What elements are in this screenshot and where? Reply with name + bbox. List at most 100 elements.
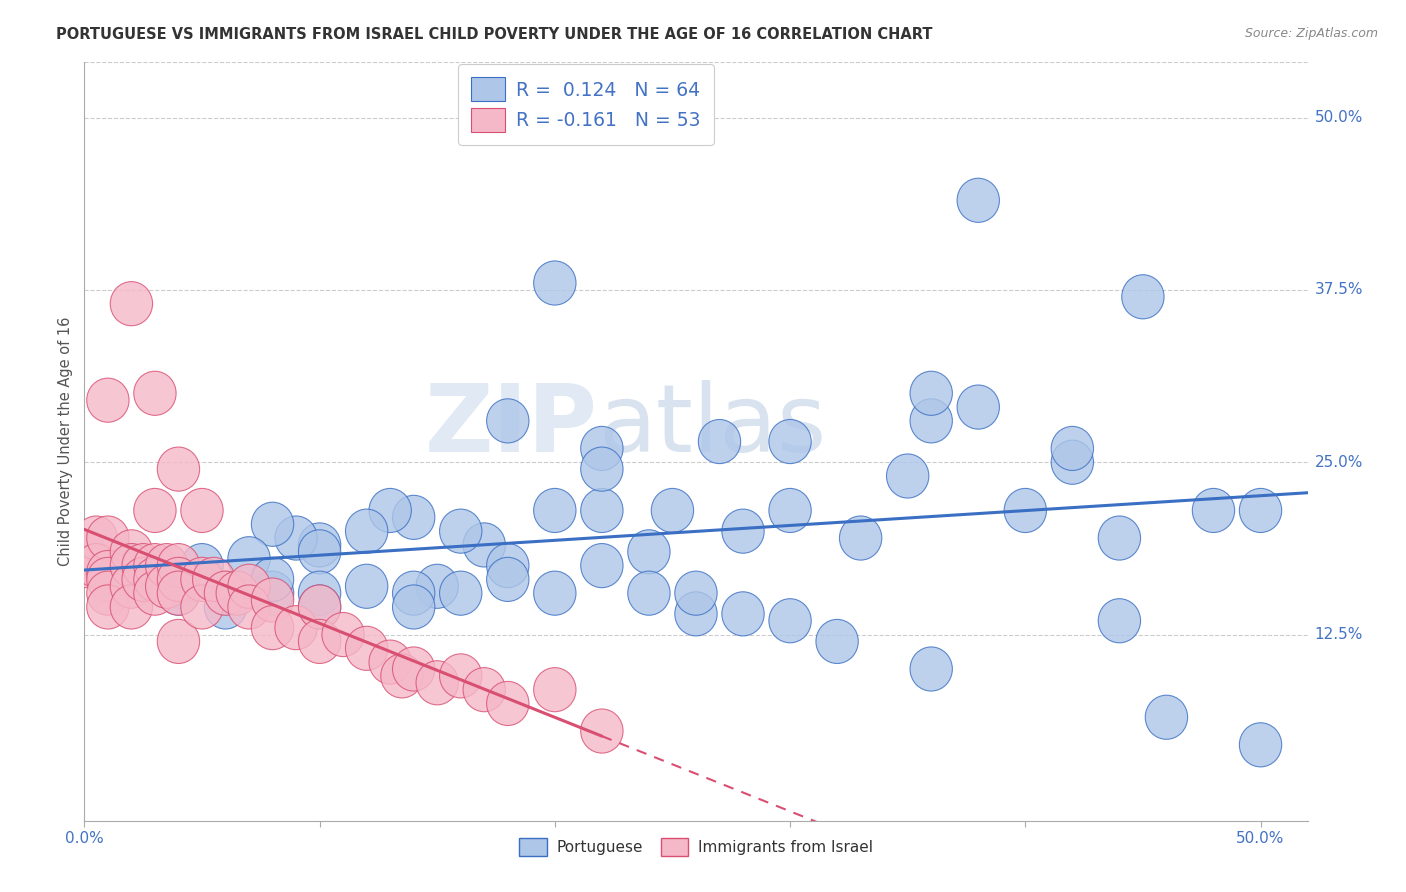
Ellipse shape [134,558,176,601]
Ellipse shape [392,571,434,615]
Ellipse shape [416,661,458,705]
Ellipse shape [346,509,388,553]
Ellipse shape [217,571,259,615]
Ellipse shape [368,640,412,684]
Ellipse shape [134,571,176,615]
Ellipse shape [699,419,741,464]
Ellipse shape [839,516,882,560]
Ellipse shape [298,523,340,567]
Text: Source: ZipAtlas.com: Source: ZipAtlas.com [1244,27,1378,40]
Ellipse shape [486,558,529,601]
Ellipse shape [75,516,117,560]
Ellipse shape [157,543,200,588]
Ellipse shape [322,613,364,657]
Ellipse shape [486,543,529,588]
Ellipse shape [392,585,434,629]
Text: ZIP: ZIP [425,380,598,473]
Ellipse shape [298,571,340,615]
Ellipse shape [534,261,576,305]
Ellipse shape [87,550,129,595]
Ellipse shape [957,178,1000,222]
Ellipse shape [134,543,176,588]
Ellipse shape [1192,489,1234,533]
Ellipse shape [252,606,294,649]
Ellipse shape [110,543,153,588]
Ellipse shape [368,489,412,533]
Ellipse shape [87,571,129,615]
Text: PORTUGUESE VS IMMIGRANTS FROM ISRAEL CHILD POVERTY UNDER THE AGE OF 16 CORRELATI: PORTUGUESE VS IMMIGRANTS FROM ISRAEL CHI… [56,27,932,42]
Ellipse shape [122,543,165,588]
Ellipse shape [110,585,153,629]
Ellipse shape [534,489,576,533]
Text: 37.5%: 37.5% [1315,283,1364,297]
Ellipse shape [110,530,153,574]
Ellipse shape [721,509,765,553]
Ellipse shape [87,585,129,629]
Ellipse shape [463,523,505,567]
Ellipse shape [815,619,858,664]
Ellipse shape [146,543,188,588]
Ellipse shape [298,530,340,574]
Ellipse shape [1098,516,1140,560]
Ellipse shape [87,516,129,560]
Ellipse shape [721,591,765,636]
Ellipse shape [204,571,246,615]
Ellipse shape [181,558,224,601]
Ellipse shape [181,489,224,533]
Ellipse shape [910,647,952,691]
Ellipse shape [392,647,434,691]
Ellipse shape [381,654,423,698]
Ellipse shape [581,447,623,491]
Ellipse shape [252,578,294,622]
Ellipse shape [1004,489,1046,533]
Ellipse shape [416,565,458,608]
Ellipse shape [298,585,340,629]
Ellipse shape [228,565,270,608]
Ellipse shape [157,619,200,664]
Ellipse shape [204,571,246,615]
Ellipse shape [87,378,129,422]
Y-axis label: Child Poverty Under the Age of 16: Child Poverty Under the Age of 16 [58,317,73,566]
Ellipse shape [392,495,434,540]
Ellipse shape [1122,275,1164,318]
Ellipse shape [910,399,952,443]
Ellipse shape [75,543,117,588]
Legend: Portuguese, Immigrants from Israel: Portuguese, Immigrants from Israel [513,831,879,863]
Ellipse shape [146,565,188,608]
Ellipse shape [204,585,246,629]
Ellipse shape [181,585,224,629]
Ellipse shape [1146,695,1188,739]
Ellipse shape [134,489,176,533]
Ellipse shape [1098,599,1140,643]
Ellipse shape [627,530,671,574]
Ellipse shape [87,558,129,601]
Ellipse shape [486,399,529,443]
Ellipse shape [276,606,318,649]
Ellipse shape [110,543,153,588]
Ellipse shape [122,558,165,601]
Ellipse shape [157,565,200,608]
Ellipse shape [1239,723,1282,767]
Ellipse shape [1052,440,1094,484]
Ellipse shape [346,565,388,608]
Ellipse shape [157,571,200,615]
Ellipse shape [627,571,671,615]
Ellipse shape [252,558,294,601]
Ellipse shape [193,558,235,601]
Ellipse shape [651,489,693,533]
Ellipse shape [769,419,811,464]
Text: atlas: atlas [598,380,827,473]
Ellipse shape [228,537,270,581]
Ellipse shape [1239,489,1282,533]
Ellipse shape [252,502,294,546]
Ellipse shape [581,709,623,753]
Ellipse shape [486,681,529,725]
Ellipse shape [675,591,717,636]
Ellipse shape [157,571,200,615]
Ellipse shape [534,571,576,615]
Ellipse shape [110,565,153,608]
Ellipse shape [110,282,153,326]
Ellipse shape [157,558,200,601]
Ellipse shape [157,447,200,491]
Ellipse shape [440,509,482,553]
